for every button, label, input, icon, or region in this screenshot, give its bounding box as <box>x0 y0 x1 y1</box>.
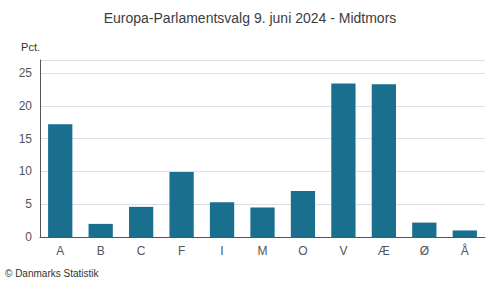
svg-text:O: O <box>298 244 307 258</box>
svg-text:20: 20 <box>19 99 33 113</box>
svg-text:B: B <box>97 244 105 258</box>
svg-text:F: F <box>178 244 185 258</box>
svg-text:M: M <box>258 244 268 258</box>
svg-text:A: A <box>56 244 64 258</box>
svg-text:Å: Å <box>461 243 469 258</box>
svg-text:I: I <box>220 244 223 258</box>
svg-text:15: 15 <box>19 132 33 146</box>
svg-text:© Danmarks Statistik: © Danmarks Statistik <box>5 268 100 279</box>
svg-text:10: 10 <box>19 164 33 178</box>
svg-text:Æ: Æ <box>378 244 390 258</box>
svg-text:C: C <box>137 244 146 258</box>
svg-text:Ø: Ø <box>420 244 429 258</box>
svg-text:Europa-Parlamentsvalg 9. juni: Europa-Parlamentsvalg 9. juni 2024 - Mid… <box>104 10 397 26</box>
svg-text:5: 5 <box>25 197 32 211</box>
svg-text:25: 25 <box>19 66 33 80</box>
svg-text:0: 0 <box>25 230 32 244</box>
svg-text:V: V <box>339 244 347 258</box>
svg-text:Pct.: Pct. <box>21 41 40 53</box>
